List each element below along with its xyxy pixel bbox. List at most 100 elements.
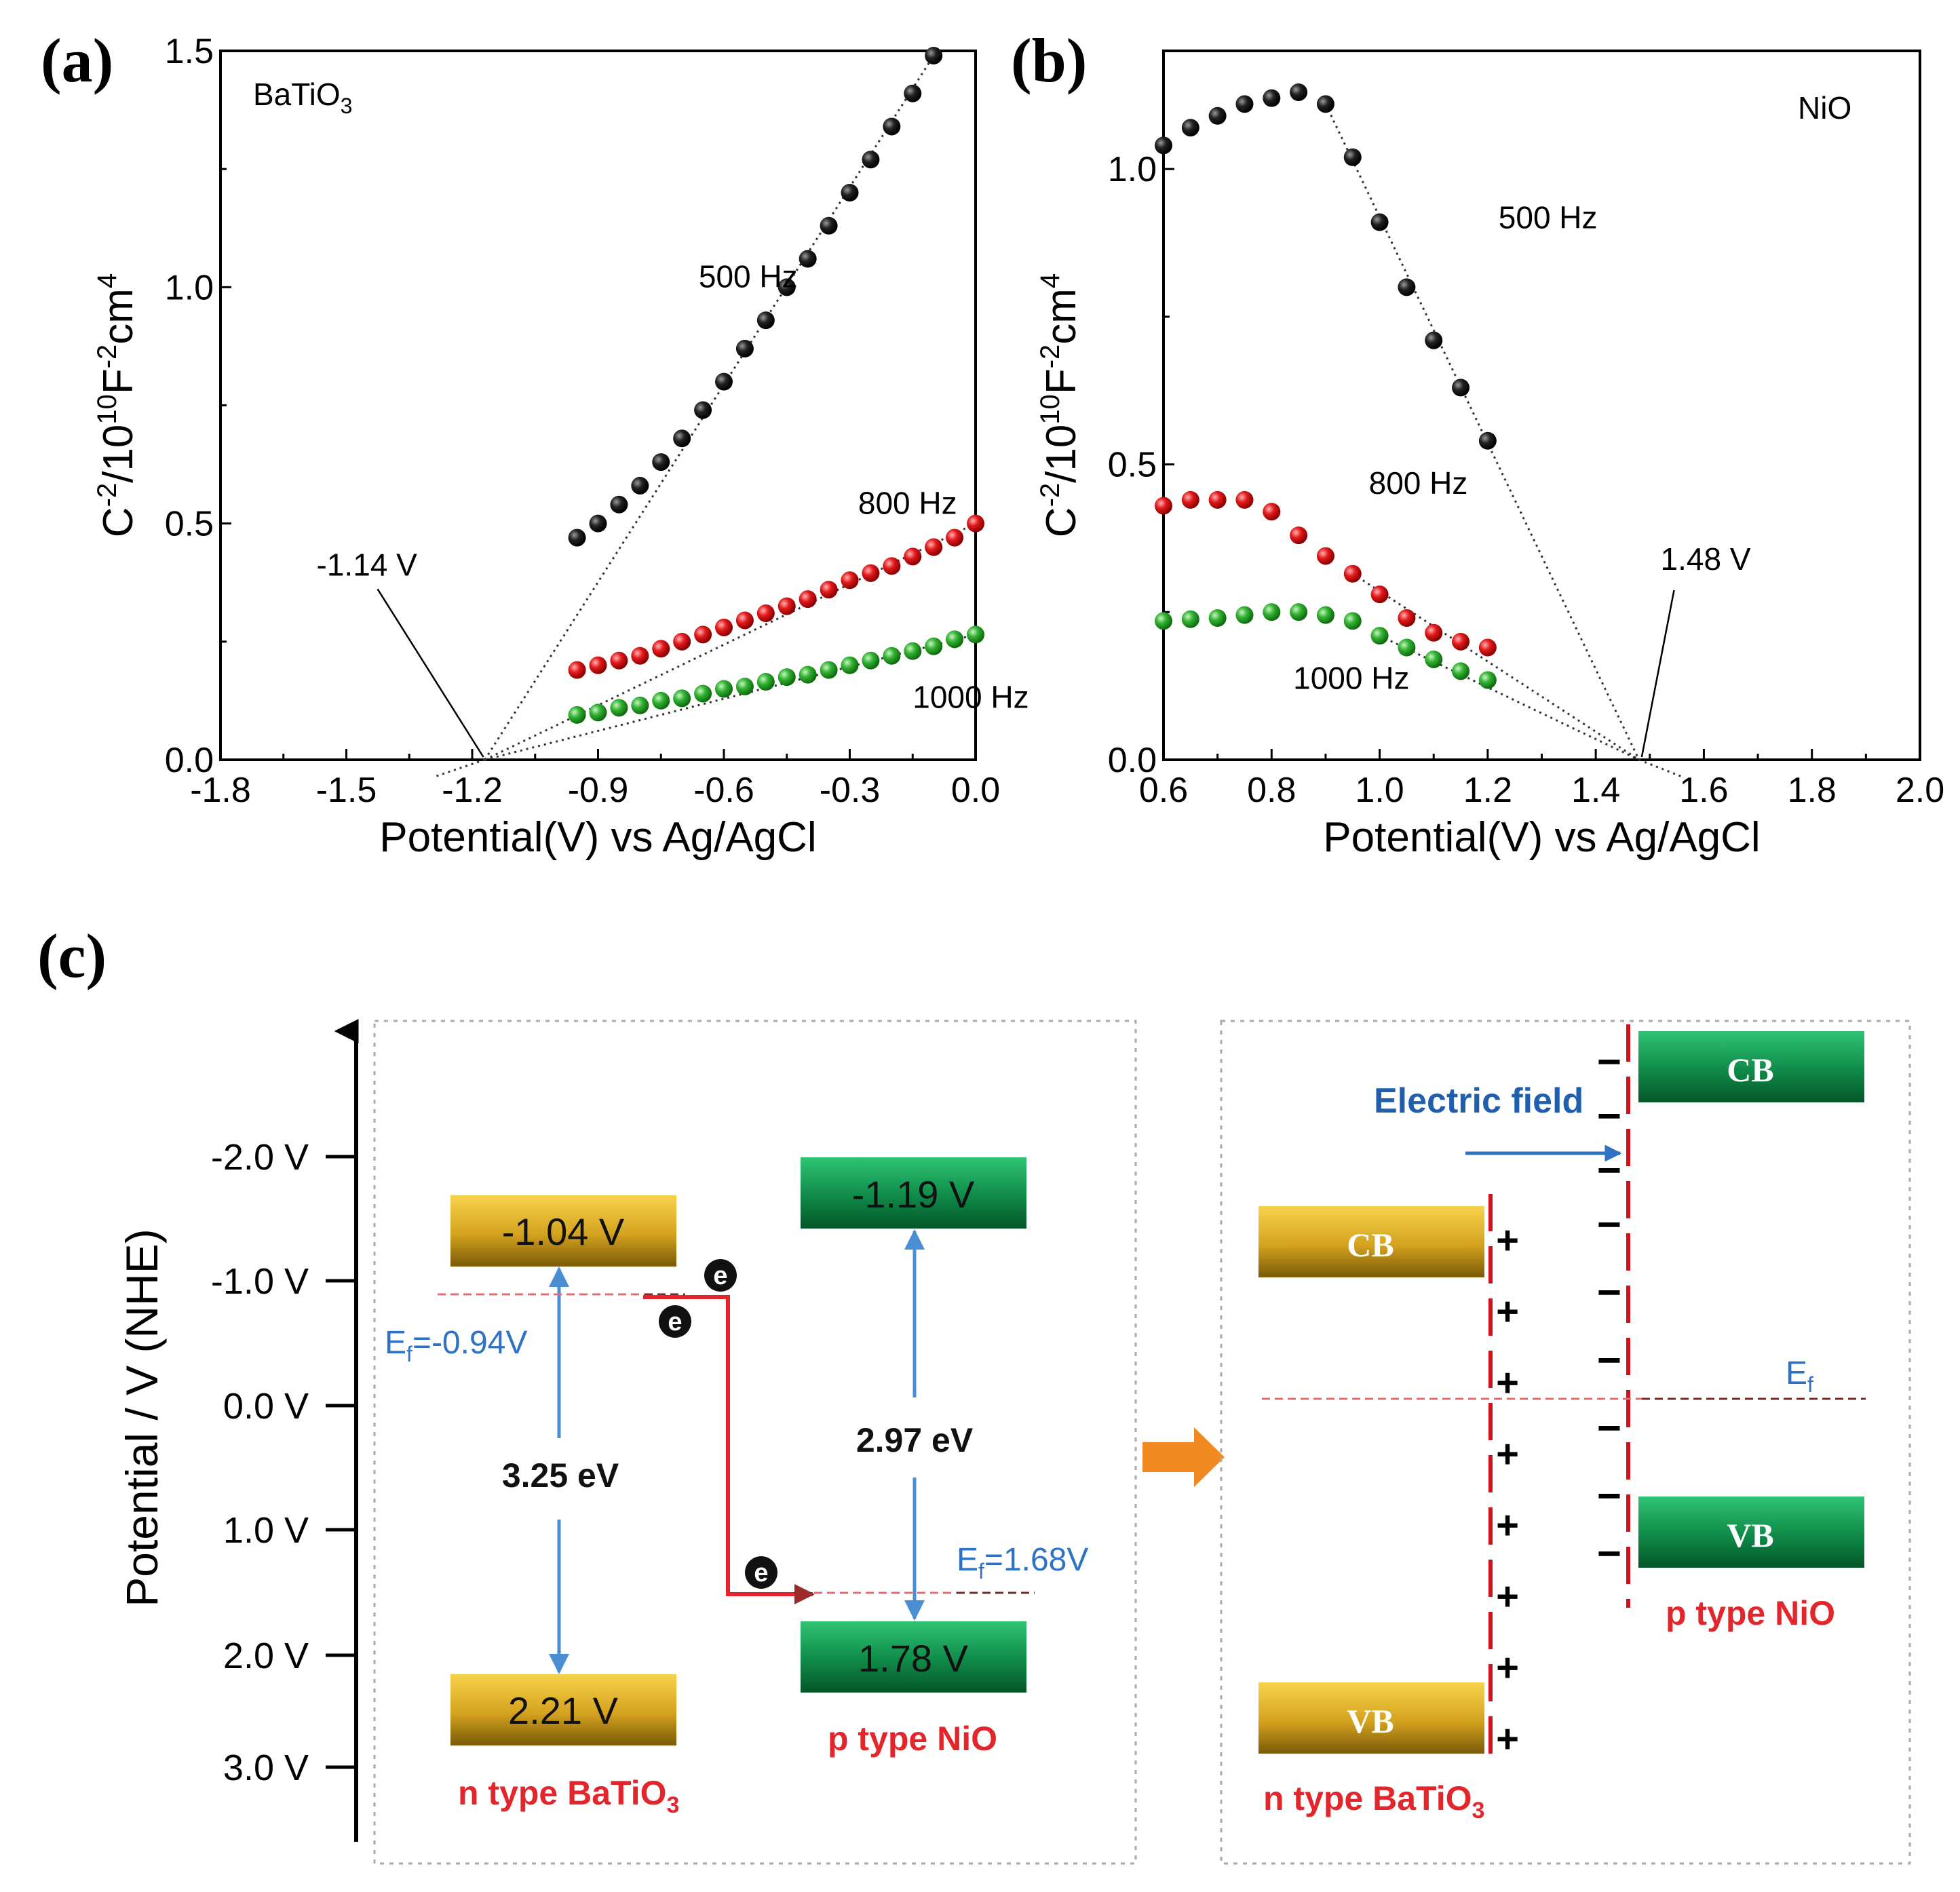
data-point <box>1290 526 1308 545</box>
data-point <box>756 311 775 330</box>
data-point <box>1398 638 1416 657</box>
series-label: 800 Hz <box>1369 465 1468 501</box>
data-point <box>589 514 607 533</box>
data-point <box>1208 490 1227 509</box>
plus-charge: + <box>1496 1432 1519 1476</box>
potential-tick-label: -1.0 V <box>211 1261 309 1302</box>
data-point <box>1263 89 1281 107</box>
right-fermi-label: Ef <box>1786 1355 1813 1397</box>
data-point <box>1316 95 1334 113</box>
data-point <box>673 689 691 708</box>
data-point <box>589 703 607 722</box>
minus-charge: − <box>1597 1039 1621 1085</box>
data-point <box>777 597 796 615</box>
y-tick-label: 0.5 <box>165 505 214 544</box>
nio-type-label: p type NiO <box>828 1720 997 1758</box>
data-point <box>883 646 901 665</box>
data-point <box>673 429 691 448</box>
data-point <box>1181 119 1199 137</box>
right-nio-vb-label: VB <box>1727 1516 1773 1554</box>
plus-charge: + <box>1496 1646 1519 1690</box>
data-point <box>841 184 859 201</box>
nio-cb-band <box>801 1157 1026 1229</box>
svg-text:e: e <box>713 1262 727 1290</box>
batio3-gap-value: 3.25 eV <box>502 1456 619 1494</box>
data-point <box>883 117 901 136</box>
data-point <box>862 564 880 582</box>
panel-label-c: (c) <box>37 921 107 990</box>
data-point <box>735 611 754 630</box>
potential-axis-ticks: -2.0 V -1.0 V 0.0 V 1.0 V 2.0 V 3.0 V <box>211 1137 356 1788</box>
data-point <box>841 656 859 674</box>
data-point <box>735 339 754 358</box>
x-tick-label: 0.6 <box>1139 771 1188 810</box>
series-label: 500 Hz <box>1499 199 1598 235</box>
data-point <box>756 604 775 623</box>
x-tick-label: -1.8 <box>190 771 251 810</box>
potential-tick-label: 2.0 V <box>223 1636 309 1676</box>
right-batio3-type-label: n type BaTiO3 <box>1263 1779 1484 1823</box>
y-tick-label: 0.5 <box>1108 446 1157 485</box>
data-point <box>1343 148 1362 166</box>
x-tick-label: 1.6 <box>1679 771 1728 810</box>
x-tick-label: -0.6 <box>693 771 754 810</box>
x-tick-label: 2.0 <box>1896 771 1944 810</box>
potential-tick-label: 0.0 V <box>223 1386 309 1427</box>
y-tick-label: 0.0 <box>1108 741 1157 780</box>
data-point <box>1398 278 1416 296</box>
data-point <box>568 661 586 679</box>
potential-axis-title: Potential / V (NHE) <box>117 1229 167 1607</box>
plus-charge: + <box>1496 1575 1519 1619</box>
data-point <box>904 84 922 102</box>
electron-1: e <box>704 1259 737 1292</box>
x-tick-label: 0.8 <box>1247 771 1296 810</box>
data-point <box>1452 379 1470 397</box>
series-label: 1000 Hz <box>1293 661 1409 696</box>
x-tick-label: -1.5 <box>316 771 377 810</box>
minus-charge: − <box>1597 1405 1621 1452</box>
data-point <box>925 46 943 64</box>
data-point <box>1155 612 1172 630</box>
plus-charge: + <box>1496 1290 1519 1334</box>
data-point <box>568 528 586 547</box>
fit-line <box>484 633 976 761</box>
data-point <box>1370 585 1389 604</box>
data-point <box>568 706 586 724</box>
data-point <box>1343 612 1362 630</box>
data-point <box>715 618 733 636</box>
data-point <box>1263 603 1281 621</box>
positive-charges: + + + + + + + + <box>1496 1218 1519 1761</box>
electron-3: e <box>745 1556 777 1589</box>
potential-tick-label: 1.0 V <box>223 1510 309 1551</box>
inset-material-label: NiO <box>1798 90 1851 126</box>
fit-extension <box>1638 758 1683 778</box>
x-tick-label: 1.4 <box>1571 771 1620 810</box>
data-point <box>652 640 670 658</box>
potential-tick-label: 3.0 V <box>223 1748 309 1788</box>
data-point <box>1235 95 1254 113</box>
data-point <box>946 630 964 649</box>
fit-extension <box>434 758 486 778</box>
x-tick-label: -0.9 <box>568 771 629 810</box>
minus-charge: − <box>1597 1473 1621 1520</box>
data-point <box>1478 671 1497 689</box>
x-tick-label: -0.3 <box>820 771 881 810</box>
data-point <box>1208 107 1227 125</box>
data-point <box>589 656 607 674</box>
svg-text:e: e <box>754 1559 768 1587</box>
data-point <box>946 528 964 547</box>
data-point <box>756 673 775 691</box>
electron-2: e <box>659 1305 691 1338</box>
data-point <box>799 250 817 268</box>
data-point <box>610 699 628 717</box>
data-point <box>777 278 796 296</box>
right-batio3-vb-label: VB <box>1347 1702 1394 1740</box>
data-point <box>967 514 984 533</box>
fit-line <box>1379 634 1640 761</box>
chart-b: 0.6 0.8 1.0 1.2 1.4 1.6 1.8 2.0 0.0 0.5 1.0 Potenti… <box>1035 50 1944 861</box>
y-axis-label: C-2/1010F-2cm4 <box>92 273 142 537</box>
data-point <box>1425 331 1443 349</box>
data-point <box>1370 627 1389 645</box>
data-point <box>715 372 733 391</box>
